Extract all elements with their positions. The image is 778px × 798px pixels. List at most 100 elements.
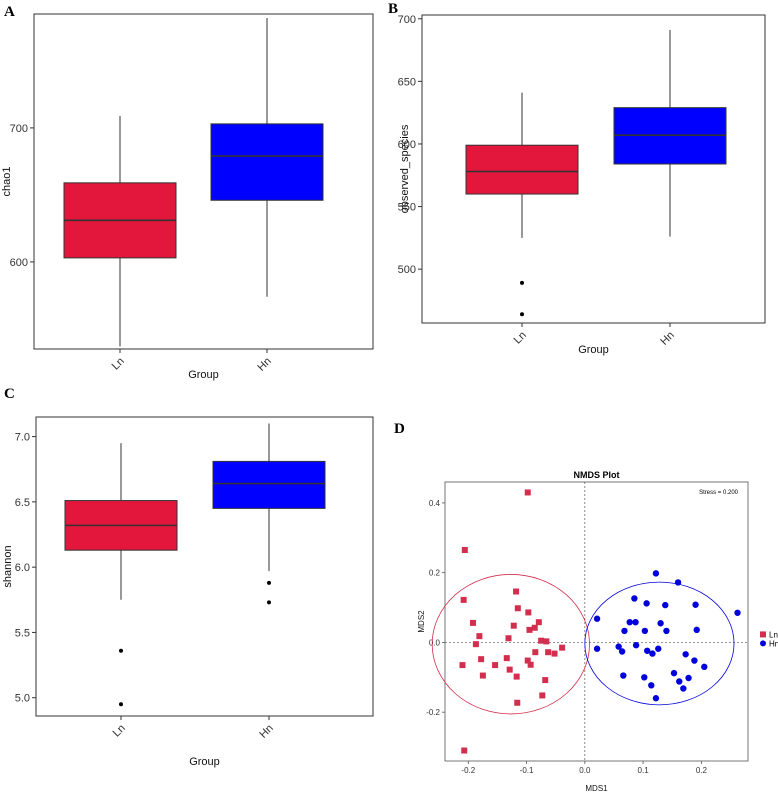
point-ln xyxy=(461,747,468,754)
point-hn xyxy=(632,642,640,649)
point-ln xyxy=(510,622,517,629)
y-axis-title: observed_species xyxy=(399,124,411,213)
y-tick-label: 600 xyxy=(10,257,28,269)
point-ln xyxy=(538,637,545,644)
x-axis-title: Group xyxy=(578,344,609,356)
point-ln xyxy=(539,692,546,699)
y-tick-label: 700 xyxy=(398,14,416,26)
point-hn xyxy=(641,627,649,635)
point-ln xyxy=(506,666,513,673)
y-tick-label: 0.2 xyxy=(429,569,441,578)
box-hn xyxy=(210,123,324,201)
point-hn xyxy=(652,570,660,577)
point-hn xyxy=(631,595,638,602)
legend-label-ln: Ln xyxy=(769,630,778,639)
plot-frame xyxy=(421,14,766,324)
point-ln xyxy=(514,699,521,706)
y-tick-label: 500 xyxy=(398,264,416,276)
point-hn xyxy=(676,678,683,685)
point-hn xyxy=(682,651,689,658)
y-axis-title: chao1 xyxy=(1,167,13,197)
point-hn xyxy=(674,579,682,586)
point-ln xyxy=(513,673,520,680)
point-ln xyxy=(551,650,558,657)
y-tick-label: 0.0 xyxy=(429,638,441,647)
point-hn xyxy=(643,647,651,654)
point-ln xyxy=(559,644,566,651)
x-axis-title: MDS1 xyxy=(585,784,608,793)
panel-letter-b: B xyxy=(388,1,398,17)
y-tick-label: -0.2 xyxy=(426,708,440,717)
ellipse-hn xyxy=(584,581,735,706)
box-hn xyxy=(212,460,326,509)
x-tick-label: -0.2 xyxy=(461,766,475,775)
point-hn xyxy=(641,674,648,681)
point-hn xyxy=(670,669,678,677)
point-hn xyxy=(649,650,656,657)
y-tick-label: 550 xyxy=(398,202,416,214)
point-ln xyxy=(514,605,521,612)
y-tick-label: 6.5 xyxy=(15,497,30,509)
point-hn xyxy=(620,672,627,679)
legend-label-hn: Hn xyxy=(769,639,778,648)
point-hn xyxy=(652,695,660,702)
stress-annotation: Stress = 0.200 xyxy=(699,490,739,496)
point-ln xyxy=(527,661,534,668)
point-ln xyxy=(526,626,533,633)
point-ln xyxy=(524,489,531,496)
point-hn xyxy=(648,682,655,689)
x-axis-title: Group xyxy=(188,369,219,381)
point-hn xyxy=(693,626,700,634)
point-ln xyxy=(535,619,542,626)
point-ln xyxy=(478,656,485,663)
panel-letter-c: C xyxy=(4,386,15,402)
point-hn xyxy=(701,663,708,671)
outlier-point xyxy=(520,312,524,317)
x-axis-title: Group xyxy=(189,756,220,768)
point-ln xyxy=(513,588,520,595)
point-hn xyxy=(618,648,626,655)
point-hn xyxy=(657,620,664,627)
point-hn xyxy=(734,609,741,616)
x-tick-label: 0.0 xyxy=(579,766,591,775)
y-tick-label: 0.4 xyxy=(429,499,441,508)
point-hn xyxy=(626,618,633,626)
plot-frame xyxy=(33,13,374,350)
point-ln xyxy=(476,633,483,640)
ellipse-ln xyxy=(431,574,590,715)
x-tick-label: 0.2 xyxy=(696,766,708,775)
panel-d: D NMDS Plot -0.2 -0.1 0.0 0.1 0.2 -0.2 0.0 0.2 0.4… xyxy=(394,421,778,793)
point-ln xyxy=(525,609,532,616)
point-ln xyxy=(505,635,512,642)
y-tick-label: 600 xyxy=(398,139,416,151)
outlier-point xyxy=(267,580,271,585)
outlier-point xyxy=(119,648,123,653)
point-ln xyxy=(542,677,549,684)
point-ln xyxy=(543,638,550,645)
outlier-point xyxy=(119,702,123,707)
y-tick-label: 5.5 xyxy=(15,627,30,639)
y-tick-label: 7.0 xyxy=(15,432,30,444)
point-hn xyxy=(662,601,669,609)
legend-swatch-hn xyxy=(760,640,766,647)
point-hn xyxy=(663,627,670,635)
point-ln xyxy=(469,619,476,626)
box-ln xyxy=(465,144,579,195)
x-tick-label: -0.1 xyxy=(520,766,534,775)
outlier-point xyxy=(520,280,524,285)
point-hn xyxy=(680,685,687,692)
point-ln xyxy=(545,649,552,656)
panel-letter-d: D xyxy=(394,421,405,437)
point-ln xyxy=(532,649,539,656)
y-tick-label: 5.0 xyxy=(15,693,30,705)
y-tick-label: 700 xyxy=(10,123,28,135)
point-hn xyxy=(685,674,692,682)
point-ln xyxy=(492,662,499,669)
y-axis-title: shannon xyxy=(2,545,14,587)
point-hn xyxy=(593,645,601,652)
point-hn xyxy=(615,643,622,650)
point-hn xyxy=(692,601,699,608)
